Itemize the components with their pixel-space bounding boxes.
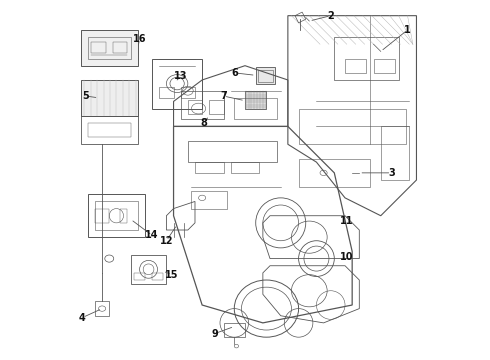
Bar bbox=[195, 162, 223, 173]
Bar bbox=[188, 100, 202, 114]
Bar bbox=[256, 67, 275, 84]
Text: 7: 7 bbox=[220, 91, 227, 101]
Bar bbox=[345, 59, 367, 73]
Bar bbox=[81, 116, 138, 144]
Bar bbox=[234, 98, 277, 119]
Bar bbox=[81, 30, 138, 66]
Text: 2: 2 bbox=[327, 11, 334, 21]
Bar bbox=[192, 191, 227, 208]
Bar bbox=[223, 323, 245, 337]
Bar bbox=[120, 208, 127, 223]
Bar bbox=[181, 91, 223, 119]
Bar bbox=[134, 273, 145, 280]
Bar bbox=[298, 158, 370, 187]
Bar bbox=[88, 123, 131, 137]
Text: 4: 4 bbox=[79, 312, 86, 323]
Bar bbox=[181, 87, 195, 98]
Bar bbox=[188, 141, 277, 162]
Bar bbox=[131, 255, 167, 284]
Bar bbox=[95, 208, 109, 223]
Bar bbox=[152, 273, 163, 280]
Bar bbox=[81, 80, 138, 116]
Text: 1: 1 bbox=[404, 25, 411, 35]
Bar bbox=[258, 70, 273, 82]
Text: 13: 13 bbox=[174, 71, 188, 81]
Bar bbox=[88, 194, 145, 237]
Text: 14: 14 bbox=[146, 230, 159, 240]
Text: 3: 3 bbox=[388, 168, 395, 178]
Text: 8: 8 bbox=[200, 118, 207, 128]
Text: 10: 10 bbox=[340, 252, 354, 262]
Bar bbox=[381, 126, 409, 180]
Bar bbox=[209, 100, 223, 114]
Bar bbox=[113, 42, 127, 53]
Text: 11: 11 bbox=[340, 216, 354, 226]
Bar bbox=[334, 37, 398, 80]
Text: 6: 6 bbox=[231, 68, 238, 78]
Bar bbox=[88, 37, 131, 59]
Bar bbox=[95, 301, 109, 316]
Text: 9: 9 bbox=[211, 329, 218, 339]
Bar bbox=[92, 42, 106, 53]
Bar bbox=[159, 87, 173, 98]
Text: 5: 5 bbox=[83, 91, 89, 101]
Bar bbox=[152, 59, 202, 109]
Text: 15: 15 bbox=[165, 270, 178, 280]
Text: 12: 12 bbox=[160, 236, 173, 246]
Bar bbox=[298, 109, 406, 144]
Bar bbox=[245, 91, 267, 109]
Text: 16: 16 bbox=[133, 34, 147, 44]
Bar bbox=[95, 202, 138, 230]
Bar bbox=[231, 162, 259, 173]
Bar bbox=[373, 59, 395, 73]
